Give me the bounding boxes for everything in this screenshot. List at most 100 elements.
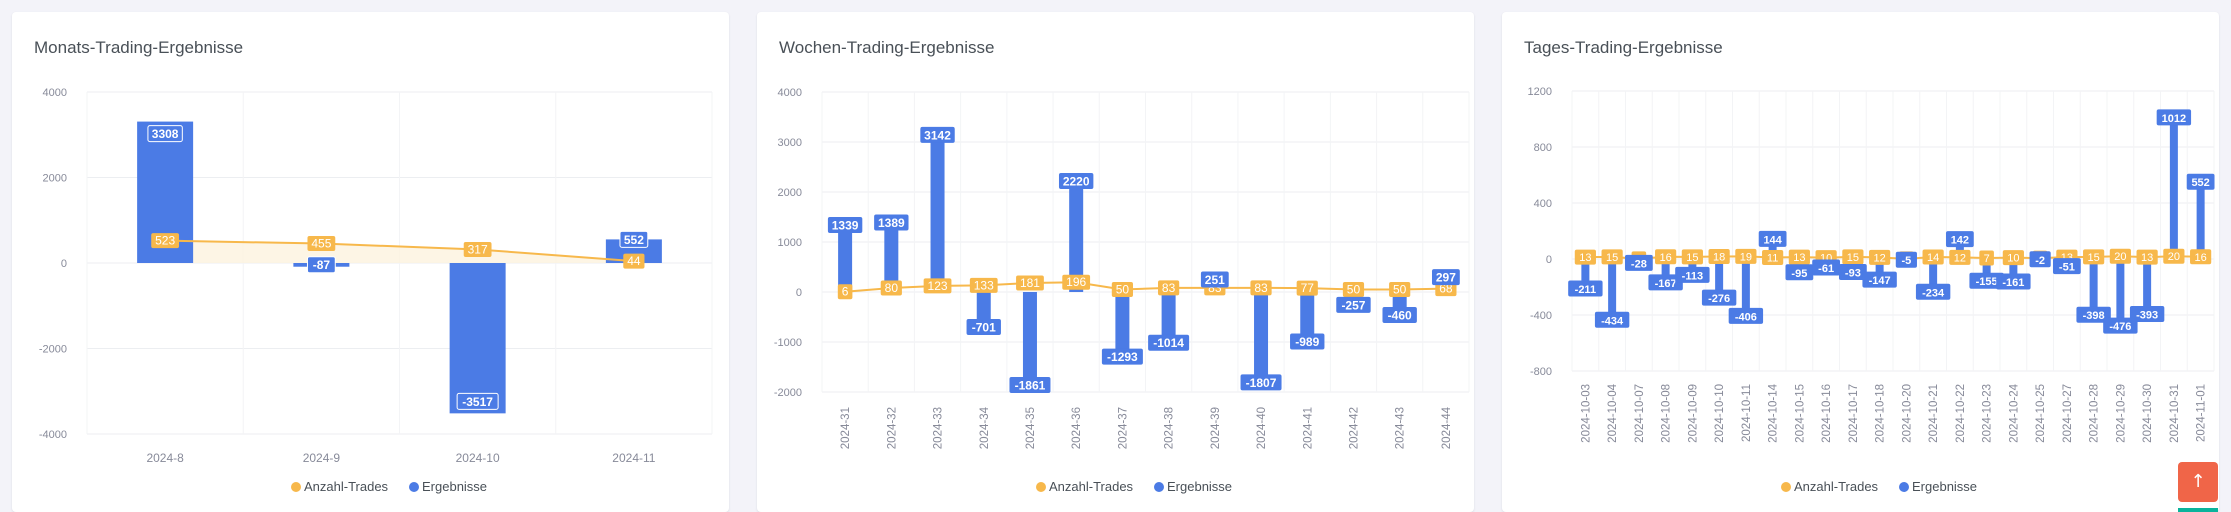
result-data-label: -3517 xyxy=(462,395,493,409)
trades-data-label: 44 xyxy=(627,254,641,268)
result-bar xyxy=(976,292,991,328)
x-tick-label: 2024-10-09 xyxy=(1687,384,1699,443)
x-tick-label: 2024-32 xyxy=(886,407,898,449)
trades-data-label: 50 xyxy=(1393,283,1407,297)
trades-data-label-bg xyxy=(1735,248,1757,264)
x-tick-label: 2024-36 xyxy=(1071,407,1083,449)
trades-data-label-bg xyxy=(2002,250,2024,266)
trades-data-label-bg xyxy=(1389,282,1411,297)
result-data-label: -161 xyxy=(2002,277,2024,289)
x-tick-label: 2024-10-17 xyxy=(1848,384,1860,443)
result-bar xyxy=(2009,259,2018,282)
y-tick-label: 4000 xyxy=(43,87,67,99)
result-data-label-bg xyxy=(619,230,649,248)
x-tick-label: 2024-10-08 xyxy=(1661,384,1673,443)
trades-data-label-bg xyxy=(1869,249,1891,265)
result-data-label: -5 xyxy=(1901,255,1911,267)
x-tick-label: 2024-10-15 xyxy=(1794,384,1806,443)
result-data-label-bg xyxy=(1728,307,1764,324)
trades-data-label-bg xyxy=(463,241,492,257)
result-data-label-bg xyxy=(456,392,499,410)
result-data-label-bg xyxy=(2186,173,2215,190)
y-tick-label: -2000 xyxy=(774,387,802,399)
result-data-label: 3142 xyxy=(924,128,951,142)
trades-data-label: 80 xyxy=(885,281,899,295)
y-tick-label: -400 xyxy=(1530,310,1552,322)
x-tick-label: 2024-10-04 xyxy=(1607,383,1619,442)
daily-results-card: Tages-Trading-Ergebnisse 1200 800 400 0 -400… xyxy=(1502,12,2219,512)
result-data-label-bg xyxy=(1812,259,1841,276)
result-bar xyxy=(1254,292,1269,383)
trades-data-label: 181 xyxy=(1020,276,1040,290)
y-tick-label: 0 xyxy=(61,258,67,270)
result-bar xyxy=(1608,259,1617,320)
x-tick-label: 2024-10-03 xyxy=(1580,384,1592,443)
result-data-label: -406 xyxy=(1735,311,1757,323)
x-tick-label: 2024-10-31 xyxy=(2169,384,2181,443)
result-data-label-bg xyxy=(1290,333,1325,350)
x-tick-label: 2024-41 xyxy=(1302,407,1314,449)
result-bar xyxy=(2089,259,2098,315)
result-data-label: -398 xyxy=(2083,310,2105,322)
x-tick-label: 2024-10-24 xyxy=(2008,383,2020,442)
x-tick-label: 2024-34 xyxy=(979,406,991,449)
trades-data-label-bg xyxy=(2190,249,2212,265)
trades-data-label: 10 xyxy=(2007,253,2019,265)
trades-data-label: 123 xyxy=(928,279,948,293)
result-data-label-bg xyxy=(1701,289,1737,306)
result-bar xyxy=(1929,259,1938,292)
result-data-label-bg xyxy=(1200,271,1229,288)
trades-data-label-bg xyxy=(2136,249,2158,265)
legend-label-results: Ergebnisse xyxy=(1912,479,1977,494)
result-data-label-bg xyxy=(1058,173,1094,189)
result-bar xyxy=(1768,238,1777,259)
trades-data-label-bg xyxy=(880,280,902,296)
trades-area xyxy=(165,240,634,263)
y-tick-label: -2000 xyxy=(39,344,67,356)
result-data-label-bg xyxy=(2029,251,2051,268)
result-data-label-bg xyxy=(2076,306,2111,323)
trades-data-label: 50 xyxy=(1347,283,1361,297)
trades-data-label: 19 xyxy=(1740,251,1752,263)
result-data-label: -1807 xyxy=(1246,376,1277,390)
result-data-label-bg xyxy=(1895,251,1917,268)
x-tick-label: 2024-10-29 xyxy=(2115,384,2127,443)
trades-data-label-bg xyxy=(1158,280,1180,296)
y-tick-label: 3000 xyxy=(778,137,802,149)
scroll-to-top-button[interactable]: ↑ xyxy=(2178,462,2218,502)
x-tick-label: 2024-33 xyxy=(933,407,945,449)
trades-data-label-bg xyxy=(1574,249,1596,265)
result-data-label-bg xyxy=(827,217,863,234)
weekly-card-title: Wochen-Trading-Ergebnisse xyxy=(779,38,995,57)
x-tick-label: 2024-43 xyxy=(1395,407,1407,449)
trades-data-label-bg xyxy=(1250,280,1272,296)
trades-data-label: 523 xyxy=(155,234,175,248)
result-data-label-bg xyxy=(1101,348,1143,365)
y-tick-label: 2000 xyxy=(778,187,802,199)
x-tick-label: 2024-10-30 xyxy=(2142,384,2154,443)
trades-data-label-bg xyxy=(969,277,998,293)
trades-data-label: 16 xyxy=(1660,252,1672,264)
trades-data-label: 20 xyxy=(2114,251,2126,263)
result-data-label: -147 xyxy=(1869,275,1891,287)
legend-label-results: Ergebnisse xyxy=(1167,479,1232,494)
x-tick-label: 2024-10-25 xyxy=(2035,384,2047,443)
y-tick-label: 1000 xyxy=(778,237,802,249)
result-bar xyxy=(1069,181,1084,292)
legend-marker-trades xyxy=(1781,482,1791,492)
weekly-results-card: Wochen-Trading-Ergebnisse 4000 3000 2000 10… xyxy=(757,12,1474,512)
x-tick-label: 2024-10-23 xyxy=(1982,384,1994,443)
result-data-label-bg xyxy=(1594,311,1630,328)
result-bar xyxy=(1581,259,1590,289)
x-tick-label: 2024-10-22 xyxy=(1955,384,1967,443)
trades-data-label-bg xyxy=(837,284,853,300)
result-data-label: -1014 xyxy=(1153,336,1184,350)
trades-data-label: 455 xyxy=(311,237,331,251)
trades-data-label: 15 xyxy=(1847,252,1859,264)
result-bar xyxy=(1982,259,1991,281)
result-data-label: -167 xyxy=(1655,278,1677,290)
result-data-label-bg xyxy=(1009,377,1051,394)
y-tick-label: 1200 xyxy=(1528,86,1552,98)
x-tick-label: 2024-40 xyxy=(1256,407,1268,449)
x-tick-label: 2024-10-07 xyxy=(1634,384,1646,443)
